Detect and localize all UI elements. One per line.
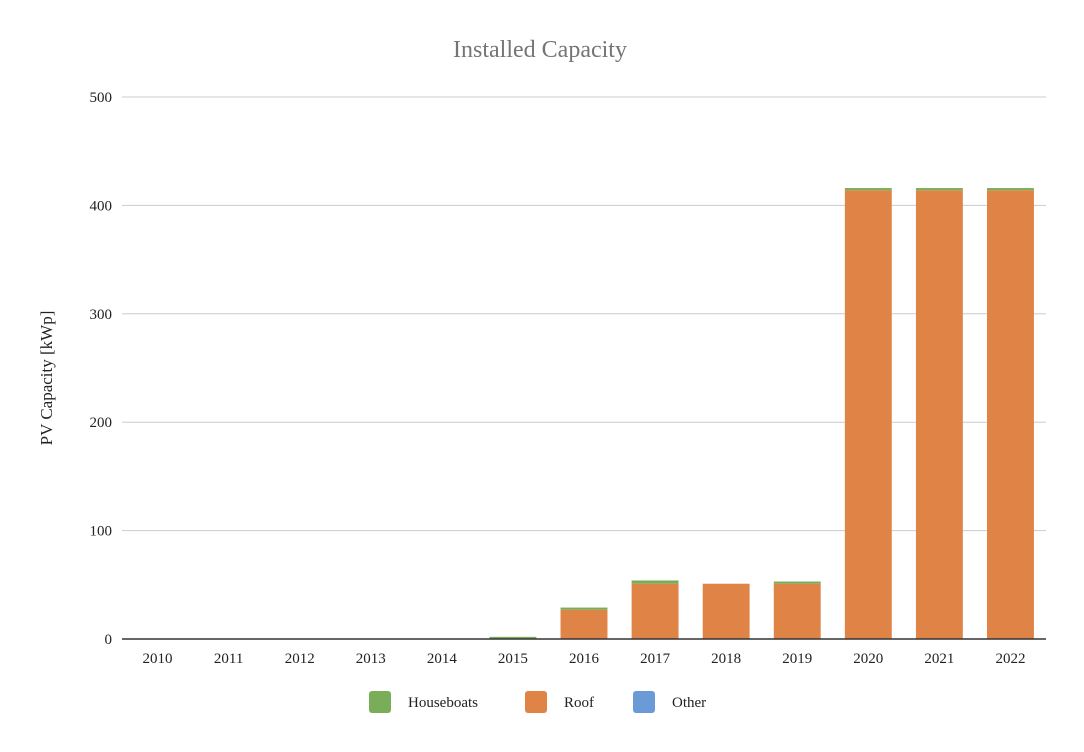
bar-houseboats-2017 <box>631 580 679 584</box>
legend-swatch-roof <box>525 691 547 713</box>
legend-swatch-houseboats <box>369 691 391 713</box>
bar-roof-2018 <box>702 583 750 639</box>
y-tick-label: 0 <box>105 632 113 648</box>
y-tick-label: 400 <box>90 198 113 214</box>
bar-houseboats-2021 <box>915 188 963 191</box>
bar-roof-2021 <box>915 190 963 639</box>
bar-houseboats-2022 <box>987 188 1034 191</box>
bar-roof-2022 <box>987 190 1034 639</box>
x-tick-label: 2020 <box>853 651 883 667</box>
y-tick-label: 300 <box>90 307 113 323</box>
legend-label-houseboats: Houseboats <box>408 695 478 711</box>
y-tick-label: 200 <box>90 415 113 431</box>
y-axis-label: PV Capacity [kWp] <box>37 311 56 446</box>
bar-roof-2016 <box>560 609 608 639</box>
x-tick-label: 2012 <box>285 651 315 667</box>
y-tick-label: 500 <box>90 90 113 106</box>
x-tick-label: 2013 <box>356 651 386 667</box>
bar-houseboats-2016 <box>560 607 608 610</box>
x-tick-label: 2021 <box>924 651 954 667</box>
legend-label-roof: Roof <box>564 695 594 711</box>
x-tick-label: 2014 <box>427 651 458 667</box>
chart-title: Installed Capacity <box>453 37 627 63</box>
bar-roof-2019 <box>773 583 821 639</box>
x-tick-label: 2017 <box>640 651 671 667</box>
x-tick-label: 2016 <box>569 651 600 667</box>
x-tick-label: 2019 <box>782 651 812 667</box>
x-tick-label: 2010 <box>143 651 173 667</box>
bars <box>489 188 1034 639</box>
bar-houseboats-2020 <box>844 188 892 191</box>
gridlines <box>122 96 1046 532</box>
bar-houseboats-2015 <box>489 636 537 639</box>
bar-roof-2017 <box>631 583 679 639</box>
x-tick-label: 2018 <box>711 651 741 667</box>
x-tick-label: 2011 <box>214 651 243 667</box>
bar-roof-2020 <box>844 190 892 639</box>
legend: Houseboats Roof Other <box>369 691 706 713</box>
legend-label-other: Other <box>672 695 706 711</box>
y-tick-label: 100 <box>90 524 113 540</box>
x-tick-label: 2015 <box>498 651 528 667</box>
x-tick-labels: 2010 2011 2012 2013 2014 2015 2016 2017 2018 2019… <box>143 651 1026 667</box>
y-tick-labels: 0 100 200 300 400 500 <box>90 90 113 648</box>
bar-houseboats-2019 <box>773 581 821 584</box>
legend-swatch-other <box>633 691 655 713</box>
x-tick-label: 2022 <box>995 651 1025 667</box>
